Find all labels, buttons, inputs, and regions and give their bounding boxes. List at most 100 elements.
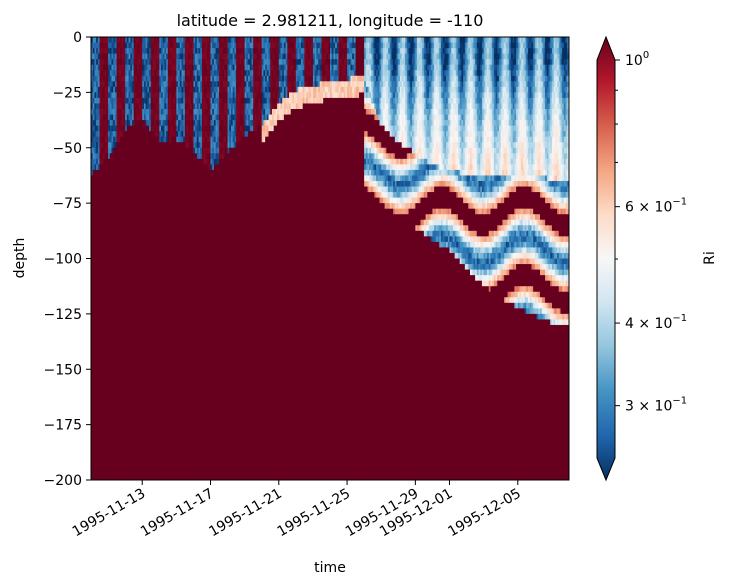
heatmap-cell [118,324,121,331]
heatmap-cell [121,435,124,442]
heatmap-cell [131,264,135,270]
heatmap-cell [154,330,157,337]
heatmap-cell [149,86,152,93]
heatmap-cell [155,308,158,315]
heatmap-cell [125,136,128,143]
heatmap-cell [143,358,147,365]
heatmap-cell [152,352,155,359]
heatmap-cell [92,136,95,143]
heatmap-cell [152,468,155,475]
heatmap-cell [91,341,94,348]
heatmap-cell [125,297,128,304]
heatmap-cell [104,408,107,414]
heatmap-cell [143,424,147,431]
heatmap-cell [101,225,104,232]
heatmap-cell [152,108,155,115]
heatmap-cell [155,120,158,126]
heatmap-cell [96,92,99,99]
heatmap-cell [91,347,94,354]
heatmap-cell [101,192,104,198]
heatmap-cell [135,158,138,165]
heatmap-cell [94,153,97,160]
heatmap-cell [130,313,133,320]
heatmap-cell [121,158,124,165]
heatmap-cell [123,252,126,259]
heatmap-cell [106,75,109,82]
heatmap-cell [97,192,100,198]
heatmap-cell [118,435,121,442]
heatmap-cell [104,114,107,121]
heatmap-cell [108,452,111,459]
heatmap-cell [97,214,100,221]
heatmap-cell [91,286,94,293]
heatmap-cell [116,180,119,187]
heatmap-cell [149,197,152,204]
heatmap-cell [145,81,148,88]
heatmap-cell [111,380,114,387]
heatmap-cell [97,125,100,132]
heatmap-cell [154,391,157,398]
heatmap-cell [150,103,153,110]
heatmap-cell [150,142,153,149]
heatmap-cell [102,169,106,176]
heatmap-cell [154,180,157,187]
heatmap-cell [125,369,128,376]
heatmap-cell [96,468,99,475]
heatmap-cell [97,324,100,331]
heatmap-cell [157,42,160,49]
heatmap-cell [123,374,126,381]
heatmap-cell [99,457,102,464]
heatmap-cell [113,136,116,143]
heatmap-cell [128,158,131,165]
heatmap-cell [131,363,135,370]
heatmap-cell [91,396,94,403]
heatmap-cell [147,291,150,298]
heatmap-cell [128,363,131,370]
heatmap-cell [96,291,99,298]
heatmap-cell [120,419,123,426]
heatmap-cell [116,125,119,132]
heatmap-cell [152,463,155,470]
heatmap-cell [150,175,153,182]
heatmap-cell [99,37,102,43]
heatmap-cell [109,413,112,420]
heatmap-cell [97,380,100,387]
heatmap-cell [126,164,129,171]
heatmap-cell [155,203,158,210]
heatmap-cell [133,474,136,480]
heatmap-cell [101,424,104,431]
heatmap-cell [150,230,153,237]
heatmap-cell [102,42,106,49]
heatmap-cell [102,413,106,420]
heatmap-cell [108,474,111,480]
heatmap-cell [108,230,111,237]
heatmap-cell [106,108,109,115]
heatmap-cell [142,131,145,138]
heatmap-cell [99,396,102,403]
heatmap-cell [147,369,150,376]
heatmap-cell [133,86,136,93]
heatmap-cell [133,120,136,126]
heatmap-cell [91,468,94,475]
heatmap-cell [113,252,116,259]
heatmap-cell [135,324,138,331]
heatmap-cell [111,313,114,320]
heatmap-cell [143,435,147,442]
heatmap-cell [150,302,153,309]
heatmap-cell [145,380,148,387]
heatmap-cell [128,280,131,287]
heatmap-cell [150,247,153,254]
heatmap-cell [91,219,94,226]
heatmap-cell [140,385,143,392]
heatmap-cell [118,197,121,204]
heatmap-cell [91,369,94,376]
heatmap-cell [116,363,119,370]
heatmap-cell [147,108,150,115]
heatmap-cell [152,92,155,99]
heatmap-cell [101,330,104,337]
heatmap-cell [133,446,136,453]
heatmap-cell [106,180,109,187]
heatmap-cell [118,175,121,182]
heatmap-cell [99,347,102,354]
heatmap-cell [154,192,157,198]
